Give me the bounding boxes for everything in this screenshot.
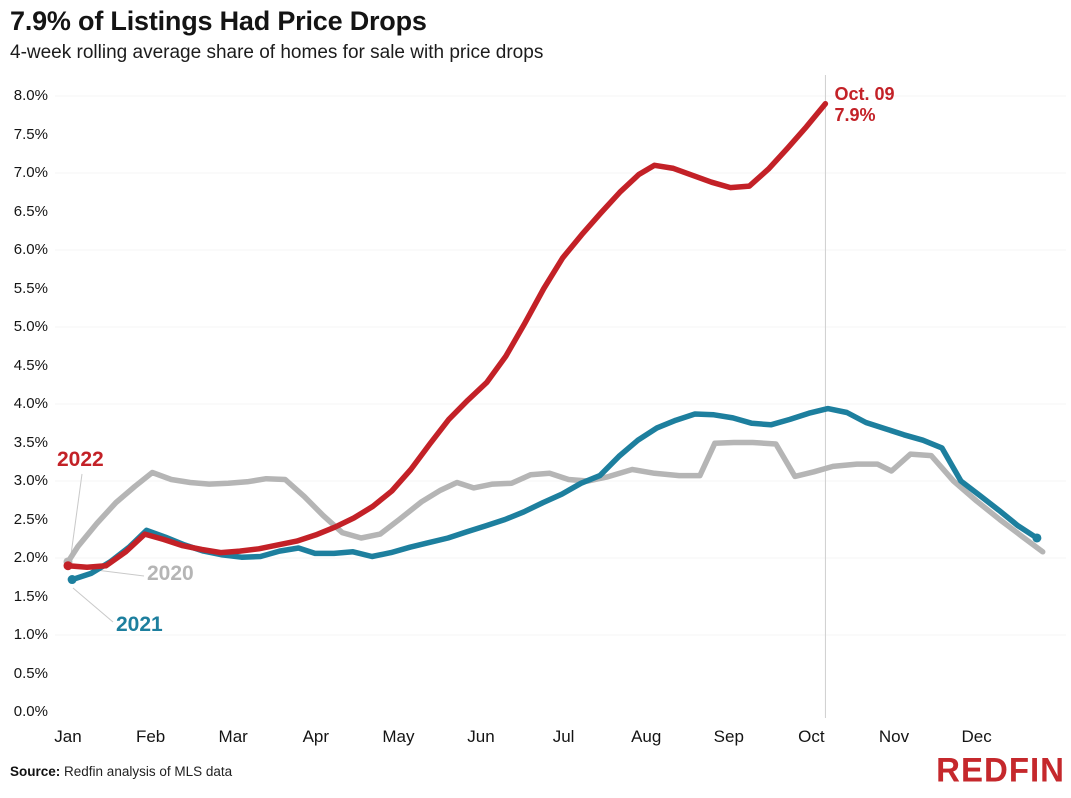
page-title: 7.9% of Listings Had Price Drops <box>10 6 427 36</box>
y-tick-label: 4.0% <box>13 395 48 412</box>
annotation-value: 7.9% <box>834 105 876 125</box>
series-line-2021 <box>69 405 1040 583</box>
source-note: Source: Redfin analysis of MLS data <box>10 764 232 779</box>
x-tick-label: Apr <box>302 727 330 746</box>
y-tick-label: 0.0% <box>13 703 48 720</box>
y-tick-label: 8.0% <box>13 87 48 104</box>
x-tick-label: Nov <box>878 727 910 746</box>
x-tick-label: Jun <box>467 727 495 746</box>
y-tick-label: 2.5% <box>13 510 48 528</box>
y-tick-label: 7.0% <box>13 164 48 181</box>
label-leader-line <box>69 473 83 563</box>
y-tick-label: 5.5% <box>13 279 48 297</box>
series-line-2022 <box>65 100 829 570</box>
series-start-dot-2022 <box>63 561 73 571</box>
y-tick-label: 3.0% <box>13 472 48 489</box>
x-tick-label: Oct <box>798 727 825 746</box>
source-label: Source: <box>10 764 61 779</box>
label-leader-line <box>72 587 114 623</box>
series-label-2020: 2020 <box>147 562 194 585</box>
y-tick-label: 6.5% <box>13 202 48 220</box>
redfin-logo: REDFIN <box>936 750 1065 789</box>
annotation-date: Oct. 09 <box>834 84 895 104</box>
page-subtitle: 4-week rolling average share of homes fo… <box>10 42 544 63</box>
x-tick-label: Mar <box>218 727 248 746</box>
x-tick-label: Jul <box>552 727 575 746</box>
x-tick-label: Feb <box>135 727 166 746</box>
y-tick-label: 7.5% <box>13 125 48 143</box>
y-tick-label: 1.0% <box>13 626 48 643</box>
series-line-2020 <box>65 439 1046 565</box>
y-tick-label: 4.5% <box>13 356 48 374</box>
x-tick-label: Dec <box>961 727 992 746</box>
y-tick-label: 5.0% <box>13 318 48 335</box>
x-tick-label: Sep <box>713 727 744 746</box>
series-label-2022: 2022 <box>57 448 104 471</box>
y-tick-label: 2.0% <box>13 549 48 566</box>
y-tick-label: 3.5% <box>13 433 48 451</box>
peak-annotation: Oct. 09 7.9% <box>834 84 894 126</box>
y-tick-label: 1.5% <box>13 587 48 605</box>
series-label-2021: 2021 <box>116 613 163 636</box>
series-start-dot-2021 <box>67 575 77 585</box>
x-tick-label: Jan <box>54 727 82 746</box>
series-end-dot-2021 <box>1032 533 1042 543</box>
x-tick-label: May <box>382 727 415 746</box>
x-tick-label: Aug <box>631 727 662 746</box>
y-tick-label: 6.0% <box>13 241 48 258</box>
source-text: Redfin analysis of MLS data <box>64 764 233 779</box>
y-tick-label: 0.5% <box>13 664 48 682</box>
